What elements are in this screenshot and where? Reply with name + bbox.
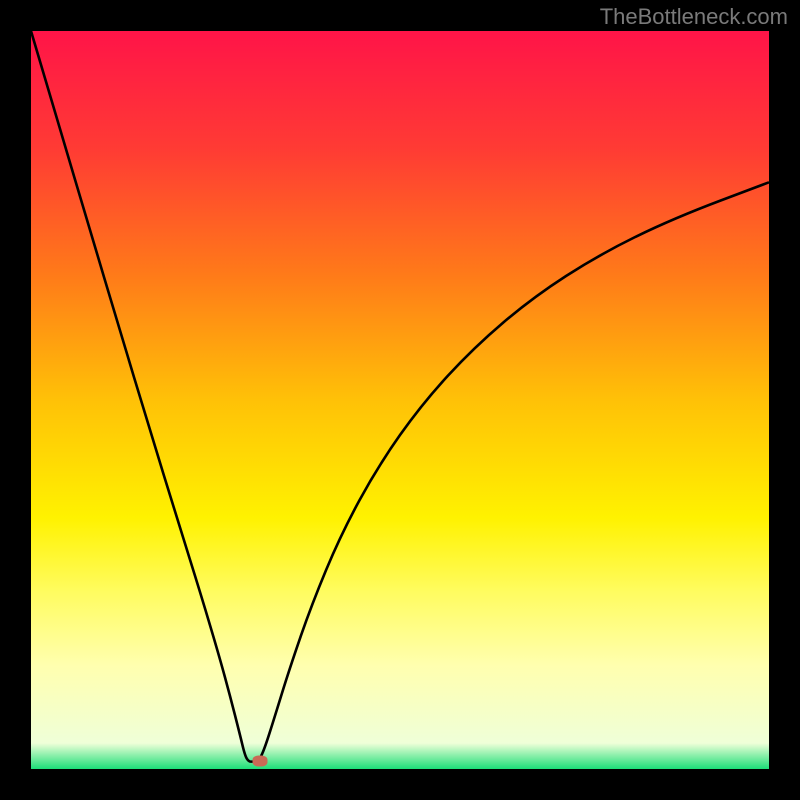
chart-plot-area bbox=[31, 31, 769, 769]
optimal-point-marker bbox=[252, 755, 267, 766]
bottleneck-curve bbox=[31, 31, 769, 769]
watermark-text: TheBottleneck.com bbox=[600, 4, 788, 30]
